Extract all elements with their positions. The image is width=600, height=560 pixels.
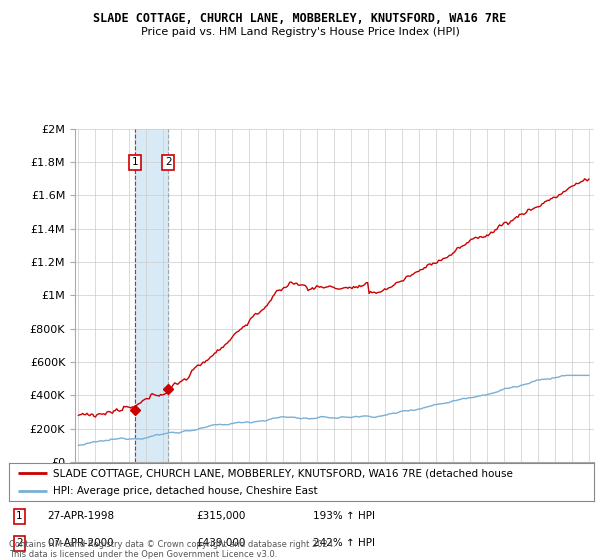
Text: 2: 2 (165, 157, 172, 167)
Text: £439,000: £439,000 (196, 538, 245, 548)
Text: 2: 2 (16, 538, 23, 548)
Text: 1: 1 (131, 157, 138, 167)
Text: 1: 1 (16, 511, 23, 521)
Text: Price paid vs. HM Land Registry's House Price Index (HPI): Price paid vs. HM Land Registry's House … (140, 27, 460, 37)
Text: HPI: Average price, detached house, Cheshire East: HPI: Average price, detached house, Ches… (53, 486, 317, 496)
Text: SLADE COTTAGE, CHURCH LANE, MOBBERLEY, KNUTSFORD, WA16 7RE: SLADE COTTAGE, CHURCH LANE, MOBBERLEY, K… (94, 12, 506, 25)
Bar (135, 129, 168, 462)
Text: £315,000: £315,000 (196, 511, 245, 521)
Text: 27-APR-1998: 27-APR-1998 (47, 511, 114, 521)
Text: 242% ↑ HPI: 242% ↑ HPI (313, 538, 375, 548)
Text: SLADE COTTAGE, CHURCH LANE, MOBBERLEY, KNUTSFORD, WA16 7RE (detached house: SLADE COTTAGE, CHURCH LANE, MOBBERLEY, K… (53, 468, 513, 478)
Text: Contains HM Land Registry data © Crown copyright and database right 2024.
This d: Contains HM Land Registry data © Crown c… (9, 540, 335, 559)
Text: 07-APR-2000: 07-APR-2000 (47, 538, 113, 548)
Text: 193% ↑ HPI: 193% ↑ HPI (313, 511, 375, 521)
